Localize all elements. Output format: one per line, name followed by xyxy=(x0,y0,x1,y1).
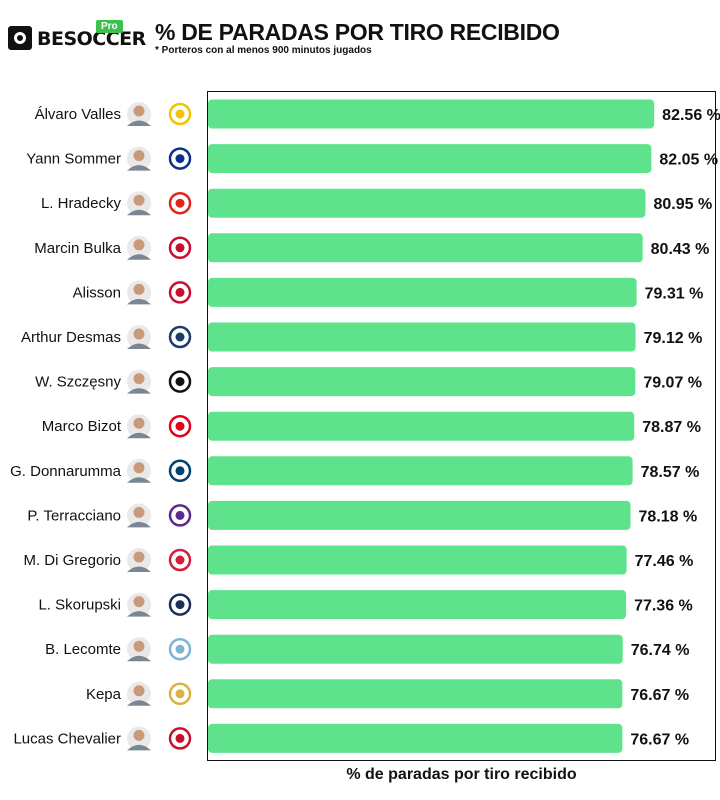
brest-crest-icon xyxy=(168,414,192,438)
goalkeeper-avatar-icon xyxy=(127,191,151,216)
goalkeeper-avatar-icon xyxy=(127,325,151,349)
value-label: 77.46 % xyxy=(635,553,694,570)
goalkeeper-avatar-icon xyxy=(127,102,151,126)
value-label: 76.74 % xyxy=(631,642,690,659)
montpellier-crest-icon xyxy=(168,637,192,661)
player-name-label: Arthur Desmas xyxy=(21,329,121,346)
fiorentina-crest-icon xyxy=(168,504,192,527)
goalkeeper-avatar-icon xyxy=(127,637,151,662)
juventus-crest-icon xyxy=(168,370,192,393)
monza-crest-icon xyxy=(168,548,192,572)
player-name-label: B. Lecomte xyxy=(45,641,121,658)
player-name-label: Marcin Bulka xyxy=(34,240,121,257)
goalkeeper-avatar-icon xyxy=(127,726,151,751)
bar xyxy=(208,277,637,307)
bar xyxy=(208,233,643,263)
brand-name: BESOCCER xyxy=(37,28,146,50)
nice-crest-icon xyxy=(168,236,192,260)
besoccer-logo-icon xyxy=(8,26,32,50)
bar xyxy=(208,322,636,352)
player-name-label: W. Szczęsny xyxy=(35,374,121,391)
bar xyxy=(208,723,623,753)
value-label: 80.95 % xyxy=(653,196,712,213)
besoccer-logo: BESOCCER Pro xyxy=(8,20,148,56)
goalkeeper-avatar-icon xyxy=(127,548,151,572)
goalkeeper-avatar-icon xyxy=(127,458,151,483)
bar xyxy=(208,188,646,218)
player-name-label: L. Skorupski xyxy=(38,597,121,614)
player-name-label: G. Donnarumma xyxy=(10,463,122,480)
value-label: 79.12 % xyxy=(644,330,703,347)
bar xyxy=(208,679,623,709)
value-label: 76.67 % xyxy=(630,687,689,704)
le-havre-crest-icon xyxy=(168,325,192,349)
player-name-label: M. Di Gregorio xyxy=(23,552,121,569)
bar xyxy=(208,590,627,620)
bar xyxy=(208,500,631,530)
x-axis-label: % de paradas por tiro recibido xyxy=(346,766,577,783)
psg-crest-icon xyxy=(168,459,192,483)
player-name-label: Kepa xyxy=(86,686,122,703)
value-label: 78.57 % xyxy=(641,464,700,481)
pro-badge: Pro xyxy=(96,20,123,33)
page-title: % DE PARADAS POR TIRO RECIBIDO xyxy=(155,19,560,45)
goalkeeper-avatar-icon xyxy=(127,235,151,260)
goalkeeper-avatar-icon xyxy=(127,369,151,394)
bar xyxy=(208,144,652,174)
inter-crest-icon xyxy=(168,147,192,170)
leverkusen-crest-icon xyxy=(168,191,192,215)
player-name-label: Alisson xyxy=(73,284,121,301)
bar xyxy=(208,411,635,441)
player-name-label: Marco Bizot xyxy=(42,418,122,435)
bar xyxy=(208,456,633,486)
value-label: 79.07 % xyxy=(643,375,702,392)
bar xyxy=(208,367,636,397)
las-palmas-crest-icon xyxy=(168,102,192,126)
plot-frame xyxy=(207,91,716,761)
value-label: 79.31 % xyxy=(645,285,704,302)
value-label: 78.18 % xyxy=(639,508,698,525)
goalkeeper-avatar-icon xyxy=(127,503,151,528)
bar xyxy=(208,634,623,664)
goalkeeper-avatar-icon xyxy=(127,592,151,617)
value-label: 80.43 % xyxy=(651,241,710,258)
player-name-label: P. Terracciano xyxy=(27,507,121,524)
goalkeeper-avatar-icon xyxy=(127,681,151,706)
lille-crest-icon xyxy=(168,727,192,750)
liverpool-crest-icon xyxy=(168,281,192,304)
value-label: 82.05 % xyxy=(659,152,718,169)
player-name-label: L. Hradecky xyxy=(41,195,122,212)
page-subtitle: * Porteros con al menos 900 minutos juga… xyxy=(155,45,372,56)
bar xyxy=(208,545,627,575)
value-label: 82.56 % xyxy=(662,107,720,124)
goalkeeper-avatar-icon xyxy=(127,146,151,171)
real-madrid-crest-icon xyxy=(168,682,192,706)
value-label: 77.36 % xyxy=(634,598,693,615)
goalkeeper-avatar-icon xyxy=(127,280,151,305)
player-name-label: Lucas Chevalier xyxy=(13,730,121,747)
value-label: 76.67 % xyxy=(630,731,689,748)
value-label: 78.87 % xyxy=(642,419,701,436)
player-name-label: Álvaro Valles xyxy=(35,106,121,123)
bologna-crest-icon xyxy=(168,593,192,616)
chart-rows: Álvaro Valles 82.56 % Yann Sommer 82.05 % L.… xyxy=(10,99,720,753)
goalkeeper-avatar-icon xyxy=(127,414,151,439)
player-name-label: Yann Sommer xyxy=(26,151,121,168)
bar xyxy=(208,99,655,129)
